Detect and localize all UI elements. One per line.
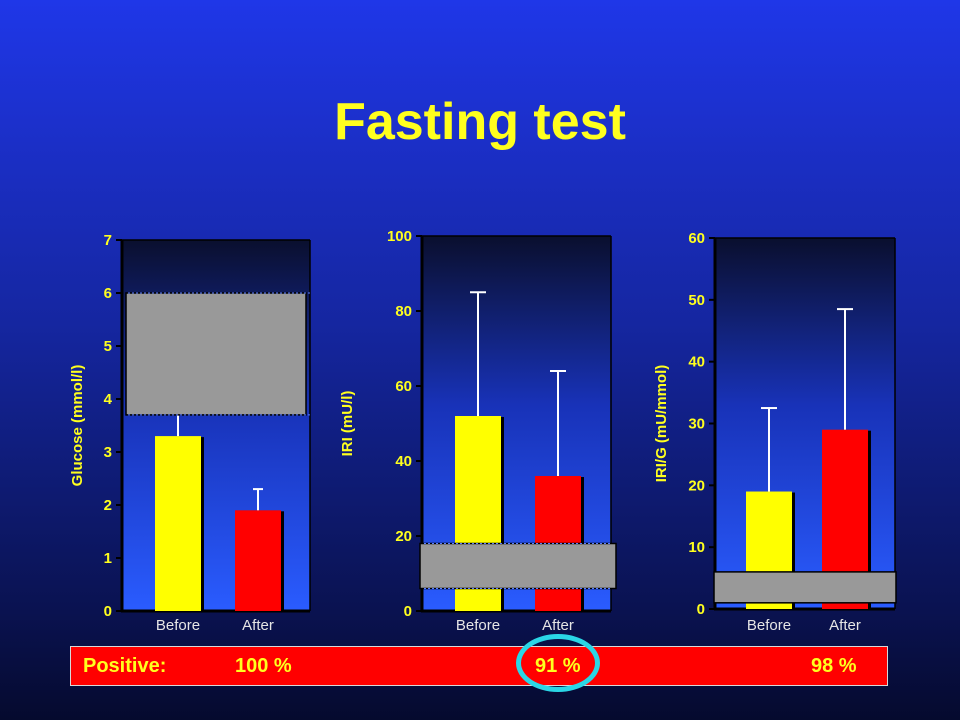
bar-0-1 [235,510,281,611]
positive-value-glucose: 100 % [235,655,292,677]
category-label-0-0: Before [156,617,200,634]
y-axis-label-2: IRI/G (mU/mmol) [653,365,670,483]
y-tick-label-2: 30 [688,416,705,433]
category-label-1-0: Before [456,617,500,634]
normal-range-1 [419,542,617,590]
positive-results-bar: Positive: 100 % 91 % 98 % [70,646,888,686]
category-label-2-1: After [829,617,861,634]
y-tick-label-2: 60 [688,230,705,247]
y-tick-label-0: 7 [104,232,112,249]
y-tick-label-1: 100 [387,228,412,245]
y-axis-label-1: IRI (mU/l) [339,391,356,457]
y-tick-label-0: 2 [104,497,112,514]
category-label-0-1: After [242,617,274,634]
y-tick-label-2: 0 [697,601,705,618]
y-tick-label-0: 0 [104,603,112,620]
y-tick-label-0: 3 [104,444,112,461]
y-tick-label-0: 1 [104,550,112,567]
y-tick-label-2: 40 [688,354,705,371]
bar-0-0 [155,436,201,611]
y-tick-label-1: 80 [395,303,412,320]
y-axis-label-0: Glucose (mmol/l) [69,365,86,487]
y-tick-label-0: 4 [104,391,113,408]
y-tick-label-0: 5 [104,338,112,355]
category-label-2-0: Before [747,617,791,634]
y-tick-label-0: 6 [104,285,112,302]
normal-range-2 [713,571,897,604]
y-tick-label-2: 10 [688,539,705,556]
y-tick-label-1: 20 [395,528,412,545]
positive-label: Positive: [83,655,167,677]
highlight-ellipse [516,634,600,692]
y-tick-label-1: 40 [395,453,412,470]
positive-value-irig: 98 % [811,655,857,677]
y-tick-label-2: 20 [688,477,705,494]
normal-range-0 [125,292,307,416]
category-label-1-1: After [542,617,574,634]
y-tick-label-1: 60 [395,378,412,395]
y-tick-label-2: 50 [688,292,705,309]
slide-title: Fasting test [334,93,626,151]
y-tick-label-1: 0 [404,603,412,620]
